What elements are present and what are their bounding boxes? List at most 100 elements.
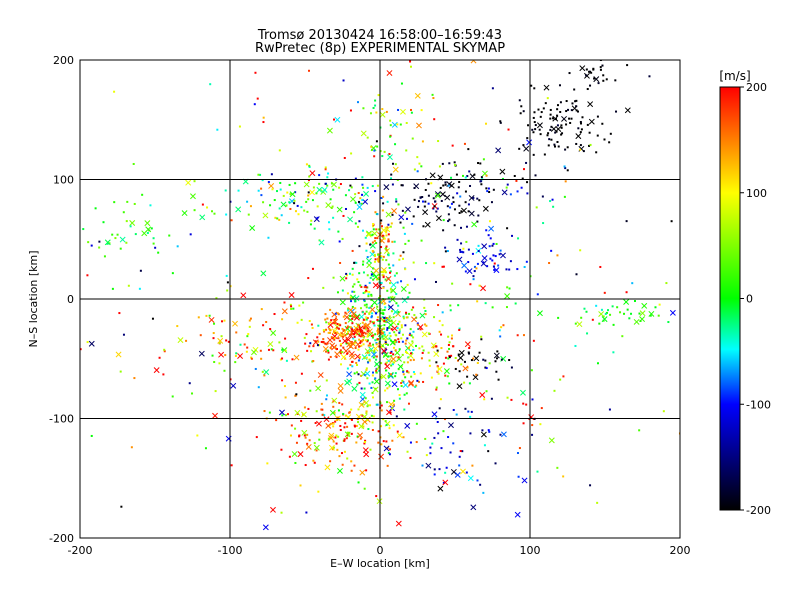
dot-marker [386, 328, 389, 331]
dot-marker [559, 378, 562, 381]
dot-marker [453, 224, 456, 227]
dot-marker [375, 241, 378, 244]
dot-marker [369, 320, 372, 323]
dot-marker [404, 211, 407, 214]
dot-marker [386, 464, 389, 467]
dot-marker [325, 321, 328, 324]
dot-marker [334, 312, 337, 315]
dot-marker [485, 229, 488, 232]
dot-marker [254, 71, 257, 74]
x-marker [384, 363, 391, 370]
dot-marker [371, 233, 374, 236]
dot-marker [375, 111, 378, 114]
dot-marker [86, 341, 89, 344]
dot-marker [450, 202, 453, 205]
dot-marker [522, 402, 525, 405]
dot-marker [134, 233, 137, 236]
dot-marker [469, 283, 472, 286]
dot-marker [354, 300, 357, 303]
x-marker [297, 451, 304, 458]
dot-marker [348, 189, 351, 192]
dot-marker [380, 404, 383, 407]
dot-marker [400, 326, 403, 329]
x-marker [362, 198, 369, 205]
dot-marker [383, 316, 386, 319]
dot-marker [372, 223, 375, 226]
dot-marker [357, 281, 360, 284]
x-marker [388, 401, 395, 408]
dot-marker [364, 328, 367, 331]
dot-marker [350, 469, 353, 472]
dot-marker [350, 418, 353, 421]
x-marker [366, 230, 372, 237]
dot-marker [387, 375, 390, 378]
dot-marker [385, 342, 388, 345]
dot-marker [535, 206, 538, 209]
dot-marker [517, 475, 520, 478]
dot-marker [654, 306, 657, 309]
dot-marker [308, 175, 311, 178]
dot-marker [130, 446, 133, 449]
dot-marker [424, 200, 427, 203]
dot-marker [106, 242, 109, 245]
dot-marker [374, 254, 377, 257]
dot-marker [605, 311, 608, 314]
dot-marker [464, 176, 467, 179]
dot-marker [440, 347, 443, 350]
dot-marker [422, 380, 425, 383]
x-marker [129, 220, 136, 226]
dot-marker [399, 221, 402, 224]
dot-marker [377, 257, 380, 260]
dot-marker [492, 265, 495, 268]
dot-marker [449, 451, 452, 454]
dot-marker [531, 398, 534, 401]
dot-marker [447, 436, 450, 439]
dot-marker [457, 186, 460, 189]
x-marker [467, 475, 474, 482]
dot-marker [597, 82, 600, 85]
dot-marker [342, 79, 345, 82]
dot-marker [380, 425, 383, 428]
x-marker [251, 349, 257, 356]
dot-marker [615, 110, 618, 113]
dot-marker [406, 370, 409, 373]
dot-marker [409, 441, 412, 444]
dot-marker [387, 359, 390, 362]
dot-marker [343, 439, 346, 442]
dot-marker [410, 334, 413, 337]
dot-marker [371, 249, 374, 252]
dot-marker [349, 296, 352, 299]
dot-marker [366, 335, 369, 338]
dot-marker [337, 327, 340, 330]
dot-marker [331, 205, 334, 208]
dot-marker [408, 333, 411, 336]
dot-marker [317, 490, 320, 493]
dot-marker [384, 339, 387, 342]
dot-marker [420, 357, 423, 360]
dot-marker [373, 324, 376, 327]
dot-marker [326, 184, 329, 187]
dot-marker [345, 277, 348, 280]
dot-marker [602, 79, 605, 82]
dot-marker [595, 151, 598, 154]
x-marker [328, 444, 335, 451]
dot-marker [496, 350, 499, 353]
dot-marker [262, 201, 265, 204]
x-marker [356, 204, 363, 211]
dot-marker [678, 432, 680, 435]
dot-marker [465, 225, 468, 228]
dot-marker [386, 387, 389, 390]
dot-marker [446, 375, 449, 378]
x-marker [379, 111, 386, 118]
dot-marker [395, 198, 398, 201]
dot-marker [283, 385, 286, 388]
dot-marker [257, 189, 260, 192]
dot-marker [531, 433, 534, 436]
dot-marker [467, 248, 470, 251]
dot-marker [532, 131, 535, 134]
dot-marker [589, 143, 592, 146]
dot-marker [555, 130, 558, 133]
dot-marker [593, 77, 596, 80]
dot-marker [290, 307, 293, 310]
x-marker [115, 351, 122, 358]
